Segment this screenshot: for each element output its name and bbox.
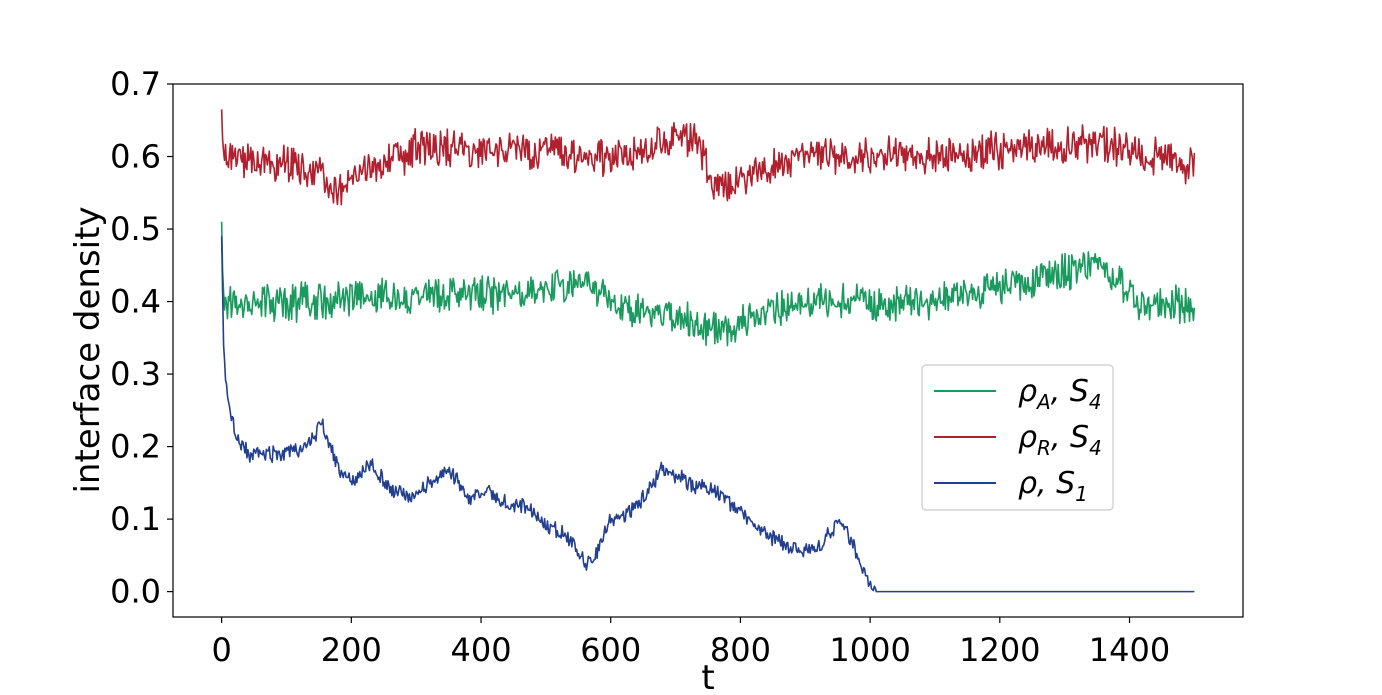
legend-label-subscript: 4 (1089, 436, 1102, 460)
y-tick-label: 0.0 (110, 573, 161, 611)
y-axis-label: interface density (68, 206, 108, 493)
plot-area-frame (172, 83, 1244, 618)
legend-label-symbol: ρ (1018, 466, 1037, 501)
legend-label-subscript: 4 (1089, 390, 1102, 414)
x-tick-label: 1400 (1089, 631, 1170, 669)
legend-label: ρA, S4 (1018, 374, 1102, 414)
y-tick-label: 0.7 (110, 65, 161, 103)
y-tick-label: 0.2 (110, 428, 161, 466)
y-axis: 0.0 0.1 0.2 0.3 0.4 0.5 0.6 0.7 (110, 65, 173, 611)
x-tick-label: 1200 (959, 631, 1040, 669)
x-tick-label: 200 (321, 631, 382, 669)
y-tick-label: 0.4 (110, 283, 161, 321)
series-line-3 (220, 236, 1195, 593)
legend-label-symbol: ρ (1018, 374, 1037, 409)
x-axis: 0 200 400 600 800 1000 1200 1400 (211, 617, 1170, 669)
legend-label-subscript: 1 (1075, 482, 1088, 506)
y-tick-label: 0.6 (110, 138, 161, 176)
x-tick-label: 600 (580, 631, 641, 669)
legend-label-subscript: R (1037, 436, 1051, 460)
x-tick-label: 0 (211, 631, 231, 669)
x-tick-label: 400 (450, 631, 511, 669)
legend-label-symbol: ρ (1018, 420, 1037, 455)
x-tick-label: 1000 (829, 631, 910, 669)
legend-box (921, 364, 1114, 511)
series-layer (220, 109, 1196, 593)
y-tick-label: 0.3 (110, 355, 161, 393)
series-line-1 (220, 221, 1196, 347)
series-line-2 (220, 109, 1196, 206)
y-tick-label: 0.5 (110, 210, 161, 248)
legend-label: ρR, S4 (1018, 420, 1102, 460)
x-axis-label: t (701, 658, 714, 695)
legend-label-subscript: A (1035, 390, 1051, 414)
legend-label-mid: , S (1051, 420, 1089, 455)
legend-label-mid: , S (1037, 466, 1075, 501)
x-tick-label: 800 (710, 631, 771, 669)
legend-label-mid: , S (1051, 374, 1089, 409)
legend-label: ρ, S1 (1018, 466, 1088, 506)
y-tick-label: 0.1 (110, 500, 161, 538)
